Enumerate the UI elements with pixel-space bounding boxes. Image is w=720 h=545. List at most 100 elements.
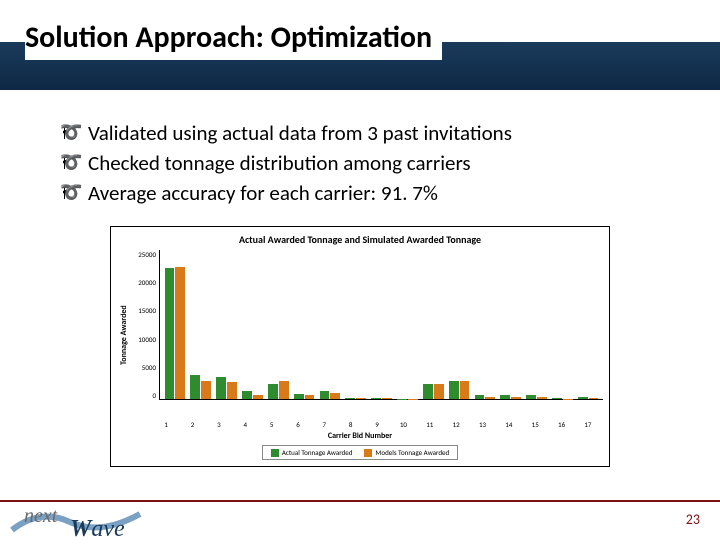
x-tick: 7 xyxy=(313,420,335,429)
bullet-list: ➰ Validated using actual data from 3 pas… xyxy=(0,90,720,220)
page-number: 23 xyxy=(686,511,700,528)
bar xyxy=(578,397,588,399)
y-axis-label: Tonnage Awarded xyxy=(117,250,131,420)
x-tick: 8 xyxy=(340,420,362,429)
bar xyxy=(423,384,433,399)
bar xyxy=(253,395,263,399)
x-tick: 12 xyxy=(445,420,467,429)
bar xyxy=(434,384,444,399)
bullet-icon: ➰ xyxy=(60,122,82,143)
logo-text-wave: Wave xyxy=(70,516,125,540)
y-tick: 10000 xyxy=(131,335,156,344)
bullet-text: Checked tonnage distribution among carri… xyxy=(88,150,471,176)
x-tick: 9 xyxy=(366,420,388,429)
chart-area: Tonnage Awarded 25000 20000 15000 10000 5000… xyxy=(117,250,603,420)
bullet-text: Average accuracy for each carrier: 91. 7… xyxy=(88,180,438,206)
bar xyxy=(475,395,485,399)
bullet-item: ➰ Checked tonnage distribution among car… xyxy=(60,150,670,176)
bar-group xyxy=(474,250,496,399)
x-tick: 10 xyxy=(392,420,414,429)
x-ticks: 1234567891011121314151617 xyxy=(151,420,603,429)
bar-group xyxy=(526,250,548,399)
bar xyxy=(526,395,536,399)
x-tick: 4 xyxy=(234,420,256,429)
x-tick: 1 xyxy=(155,420,177,429)
bar xyxy=(589,398,599,399)
title-band: Solution Approach: Optimization xyxy=(0,0,720,90)
bar-group xyxy=(448,250,470,399)
bar xyxy=(345,398,355,399)
bar xyxy=(201,381,211,399)
bar xyxy=(305,395,315,399)
bar-group xyxy=(422,250,444,399)
bar-group xyxy=(319,250,341,399)
x-tick: 11 xyxy=(419,420,441,429)
y-ticks: 25000 20000 15000 10000 5000 0 xyxy=(131,250,159,400)
bar xyxy=(294,394,304,399)
bar xyxy=(190,375,200,399)
chart-legend: Actual Tonnage Awarded Models Tonnage Awa… xyxy=(262,445,458,460)
x-tick: 5 xyxy=(260,420,282,429)
bar xyxy=(552,398,562,399)
bar-group xyxy=(216,250,238,399)
logo-text-next: next xyxy=(24,505,58,527)
bar xyxy=(537,397,547,399)
x-axis-label: Carrier Bid Number xyxy=(117,431,603,441)
bar xyxy=(485,397,495,399)
bar xyxy=(449,381,459,399)
logo: next Wave xyxy=(10,500,160,540)
y-tick: 25000 xyxy=(131,250,156,259)
bar xyxy=(216,377,226,399)
bar xyxy=(460,381,470,399)
y-tick: 20000 xyxy=(131,278,156,287)
slide-title: Solution Approach: Optimization xyxy=(25,15,442,60)
bullet-text: Validated using actual data from 3 past … xyxy=(88,120,512,146)
x-tick: 3 xyxy=(208,420,230,429)
legend-label: Actual Tonnage Awarded xyxy=(282,448,353,457)
bar xyxy=(227,382,237,399)
bullet-item: ➰ Validated using actual data from 3 pas… xyxy=(60,120,670,146)
bar xyxy=(511,397,521,399)
x-tick: 14 xyxy=(498,420,520,429)
bar-group xyxy=(577,250,599,399)
bar-group xyxy=(396,250,418,399)
chart-plot xyxy=(159,250,603,400)
bar xyxy=(382,398,392,399)
bar xyxy=(500,395,510,399)
x-tick: 17 xyxy=(577,420,599,429)
y-tick: 15000 xyxy=(131,306,156,315)
bar-group xyxy=(293,250,315,399)
legend-swatch-icon xyxy=(271,449,279,457)
bar xyxy=(242,391,252,399)
bar xyxy=(330,393,340,399)
bar xyxy=(268,384,278,399)
bar-group xyxy=(267,250,289,399)
x-tick: 16 xyxy=(550,420,572,429)
bullet-icon: ➰ xyxy=(60,182,82,203)
x-tick: 6 xyxy=(287,420,309,429)
bar xyxy=(175,267,185,399)
bar-group xyxy=(241,250,263,399)
bar-group xyxy=(190,250,212,399)
bullet-item: ➰ Average accuracy for each carrier: 91.… xyxy=(60,180,670,206)
bar xyxy=(371,398,381,399)
chart-container: Actual Awarded Tonnage and Simulated Awa… xyxy=(110,226,610,467)
bar-group xyxy=(164,250,186,399)
bar-group xyxy=(500,250,522,399)
legend-item: Actual Tonnage Awarded xyxy=(271,448,353,457)
x-tick-row: 1234567891011121314151617 xyxy=(151,420,603,429)
bar xyxy=(320,391,330,399)
bar xyxy=(356,398,366,399)
bar xyxy=(165,268,175,399)
bar-group xyxy=(371,250,393,399)
y-tick: 0 xyxy=(131,391,156,400)
x-tick: 13 xyxy=(471,420,493,429)
bullet-icon: ➰ xyxy=(60,152,82,173)
x-tick: 2 xyxy=(181,420,203,429)
x-tick: 15 xyxy=(524,420,546,429)
bar-group xyxy=(345,250,367,399)
y-tick: 5000 xyxy=(131,363,156,372)
legend-swatch-icon xyxy=(364,449,372,457)
bar-group xyxy=(551,250,573,399)
legend-item: Models Tonnage Awarded xyxy=(364,448,449,457)
